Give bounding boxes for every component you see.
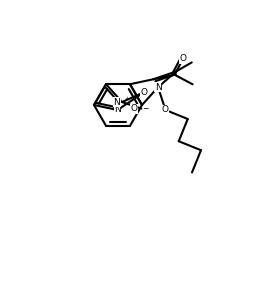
Text: −: − [142, 104, 149, 113]
Text: O: O [162, 106, 169, 115]
Text: O: O [130, 104, 137, 113]
Text: O: O [140, 88, 148, 97]
Text: O: O [180, 54, 186, 63]
Text: +: + [124, 95, 129, 101]
Text: N: N [113, 98, 120, 107]
Text: N: N [155, 83, 162, 92]
Text: N: N [114, 106, 121, 115]
